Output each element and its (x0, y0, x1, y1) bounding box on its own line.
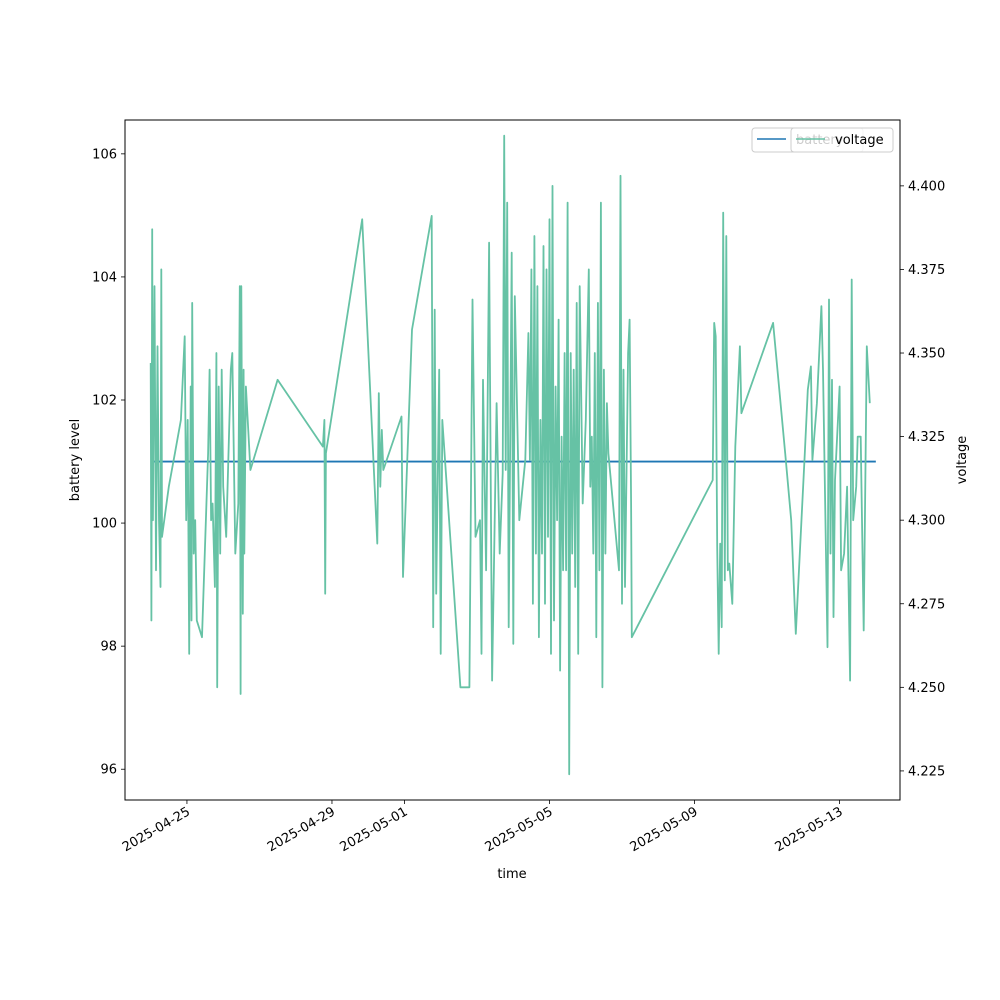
y-tick-label: 96 (100, 763, 117, 778)
legend-label-voltage: voltage (835, 133, 884, 148)
y2-tick-label: 4.250 (908, 681, 945, 696)
legend-voltage: voltage (790, 127, 894, 153)
y2-tick-label: 4.400 (908, 179, 945, 194)
x-axis-label: time (497, 867, 526, 882)
y2-tick-label: 4.225 (908, 764, 945, 779)
plot-frame (124, 119, 901, 801)
y2-tick-label: 4.325 (908, 430, 945, 445)
y-axis-right: 4.225 4.250 4.275 4.300 4.325 4.350 4.375 4.400 (900, 179, 945, 779)
y-tick-label: 106 (92, 147, 117, 162)
y-axis-left: 96 98 100 102 104 106 (92, 147, 125, 778)
y2-tick-label: 4.350 (908, 347, 945, 362)
y-tick-label: 100 (92, 517, 117, 532)
y2-tick-label: 4.300 (908, 514, 945, 529)
voltage-series (149, 134, 871, 776)
voltage-line (149, 134, 871, 776)
y2-tick-label: 4.375 (908, 263, 945, 278)
y2-axis-label: voltage (955, 436, 970, 485)
y2-tick-label: 4.275 (908, 597, 945, 612)
y-tick-label: 102 (92, 394, 117, 409)
y-axis-label: battery level (68, 419, 83, 502)
y-tick-label: 98 (100, 640, 117, 655)
legend-box (790, 127, 894, 153)
y-tick-label: 104 (92, 270, 117, 285)
